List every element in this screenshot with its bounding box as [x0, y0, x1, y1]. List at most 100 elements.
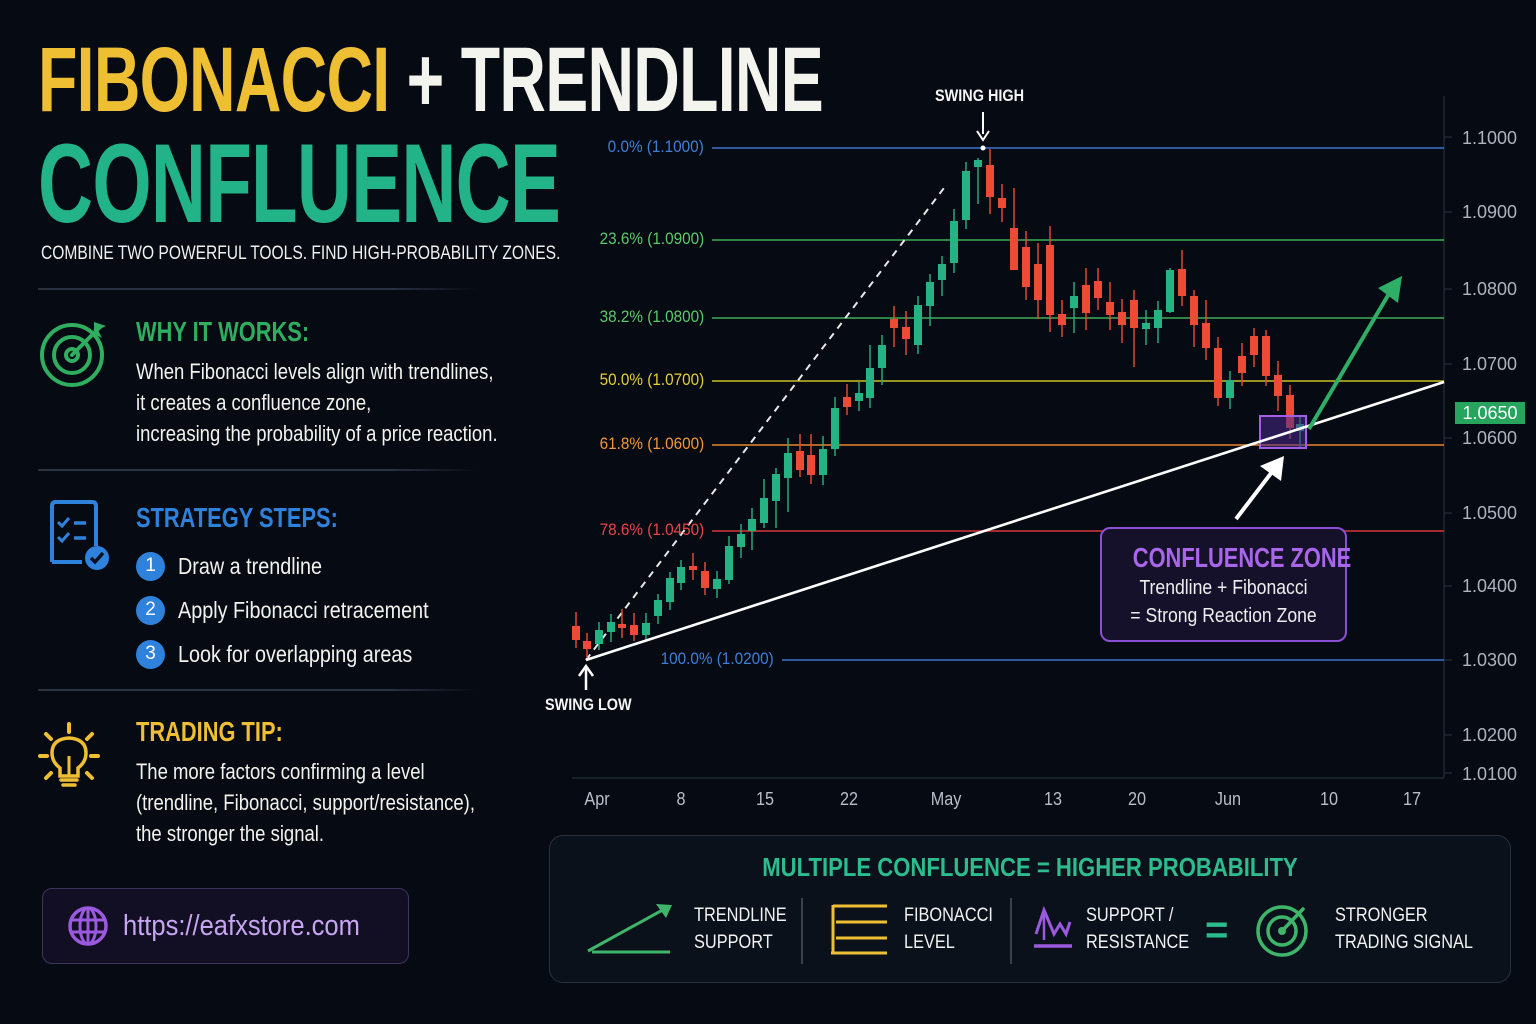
legend-line: TRADING SIGNAL	[1335, 932, 1474, 953]
title-fibonacci: FIBONACCI	[38, 29, 390, 131]
candle	[950, 221, 958, 263]
legend-line: FIBONACCI	[904, 905, 993, 926]
step-number: 3	[136, 639, 165, 669]
candle	[1118, 312, 1126, 325]
legend-label: SUPPORT / RESISTANCE	[1086, 902, 1189, 956]
support-resistance-icon	[1034, 905, 1072, 948]
fib-level-label: 61.8% (1.0600)	[599, 434, 704, 453]
separator	[1010, 898, 1012, 964]
candle	[1250, 336, 1258, 355]
trendline	[585, 380, 1445, 662]
legend-line: SUPPORT /	[1086, 905, 1174, 926]
legend-label: FIBONACCI LEVEL	[904, 902, 993, 956]
candle	[878, 345, 886, 368]
globe-icon	[68, 906, 108, 946]
x-tick-label: 20	[1127, 789, 1147, 809]
candle	[938, 264, 946, 280]
x-tick-label: 10	[1319, 789, 1339, 809]
candle	[1034, 264, 1042, 300]
x-tick-label: Apr	[584, 789, 610, 809]
candle	[737, 534, 745, 547]
section-strategy-steps: STRATEGY STEPS: 1 Draw a trendline 2 App…	[38, 500, 538, 672]
steps-list: 1 Draw a trendline 2 Apply Fibonacci ret…	[136, 544, 469, 676]
candle	[784, 453, 792, 478]
lightbulb-icon	[38, 722, 100, 787]
candle	[890, 319, 898, 328]
candle	[1082, 285, 1090, 313]
checklist-icon	[50, 500, 109, 570]
candle	[1070, 296, 1078, 308]
section-why-it-works: WHY IT WORKS: When Fibonacci levels alig…	[38, 316, 538, 456]
fib-level-label: 38.2% (1.0800)	[599, 307, 704, 326]
step-label: Look for overlapping areas	[178, 640, 413, 667]
candle	[1058, 314, 1066, 325]
confluence-zone-line: Trendline + Fibonacci	[1139, 577, 1308, 599]
confluence-zone-callout: CONFLUENCE ZONE Trendline + Fibonacci = …	[1100, 527, 1351, 642]
separator	[801, 898, 803, 964]
website-url[interactable]: https://eafxstore.com	[123, 909, 360, 942]
tip-heading: TRADING TIP:	[136, 716, 283, 747]
section-trading-tip: TRADING TIP: The more factors confirming…	[38, 716, 538, 856]
zone-pointer-arrowhead	[1260, 456, 1284, 481]
axis-ticks	[1444, 136, 1452, 774]
website-link[interactable]: https://eafxstore.com	[42, 888, 409, 964]
candle	[713, 579, 721, 589]
breakout-arrow	[1307, 290, 1392, 431]
target-icon	[40, 322, 106, 387]
title-line-1: FIBONACCI + TRENDLINE	[38, 34, 824, 126]
candle	[914, 305, 922, 345]
candle	[666, 578, 674, 602]
swing-high-label: SWING HIGH	[935, 86, 1025, 105]
candle	[572, 626, 580, 640]
candle	[902, 327, 910, 339]
candle	[1106, 302, 1114, 315]
divider	[38, 469, 478, 471]
candle	[1238, 356, 1246, 373]
y-tick-label: 1.0900	[1462, 202, 1518, 222]
fib-level-label: 0.0% (1.1000)	[607, 137, 704, 156]
candle	[866, 368, 874, 398]
confluence-zone-title: CONFLUENCE ZONE	[1132, 542, 1352, 573]
candle	[630, 625, 638, 635]
candle	[1046, 245, 1054, 315]
legend-label: TRENDLINE SUPPORT	[694, 902, 787, 956]
fib-swing-dashed-line	[585, 187, 945, 661]
confluence-summary-bar: MULTIPLE CONFLUENCE = HIGHER PROBABILITY…	[549, 835, 1511, 983]
x-tick-label: 17	[1402, 789, 1422, 809]
y-tick-label: 1.0600	[1462, 428, 1518, 448]
x-tick-label: 13	[1043, 789, 1063, 809]
legend-line: LEVEL	[904, 932, 955, 953]
why-line: it creates a confluence zone,	[136, 390, 372, 415]
tip-line: The more factors confirming a level	[136, 759, 425, 784]
fibonacci-icon	[831, 904, 887, 955]
candle	[1094, 281, 1102, 298]
candle	[654, 600, 662, 616]
divider	[38, 288, 478, 290]
step-label: Draw a trendline	[178, 552, 323, 579]
legend-line: STRONGER	[1335, 905, 1428, 926]
candle	[962, 171, 970, 220]
step-item: 1 Draw a trendline	[136, 544, 469, 588]
candle	[974, 160, 982, 167]
zone-pointer-arrow	[1234, 466, 1277, 521]
y-tick-label: 1.0400	[1462, 576, 1518, 596]
candle	[642, 623, 650, 635]
candle	[1154, 310, 1162, 328]
candle	[819, 449, 827, 475]
confluence-zone-line: = Strong Reaction Zone	[1130, 605, 1317, 627]
candle	[796, 451, 804, 470]
candle	[607, 622, 615, 632]
y-tick-label: 1.0800	[1462, 279, 1518, 299]
trendline-icon	[587, 904, 672, 954]
y-tick-label: 1.0300	[1462, 650, 1518, 670]
swing-low-label: SWING LOW	[545, 695, 632, 714]
y-tick-label: 1.0200	[1462, 725, 1518, 745]
candle	[760, 498, 768, 523]
current-price-tag: 1.0650	[1455, 402, 1525, 424]
candle	[689, 566, 697, 570]
candle	[618, 624, 626, 628]
candle	[1130, 300, 1138, 328]
candle	[1286, 395, 1294, 428]
candle	[843, 397, 851, 407]
